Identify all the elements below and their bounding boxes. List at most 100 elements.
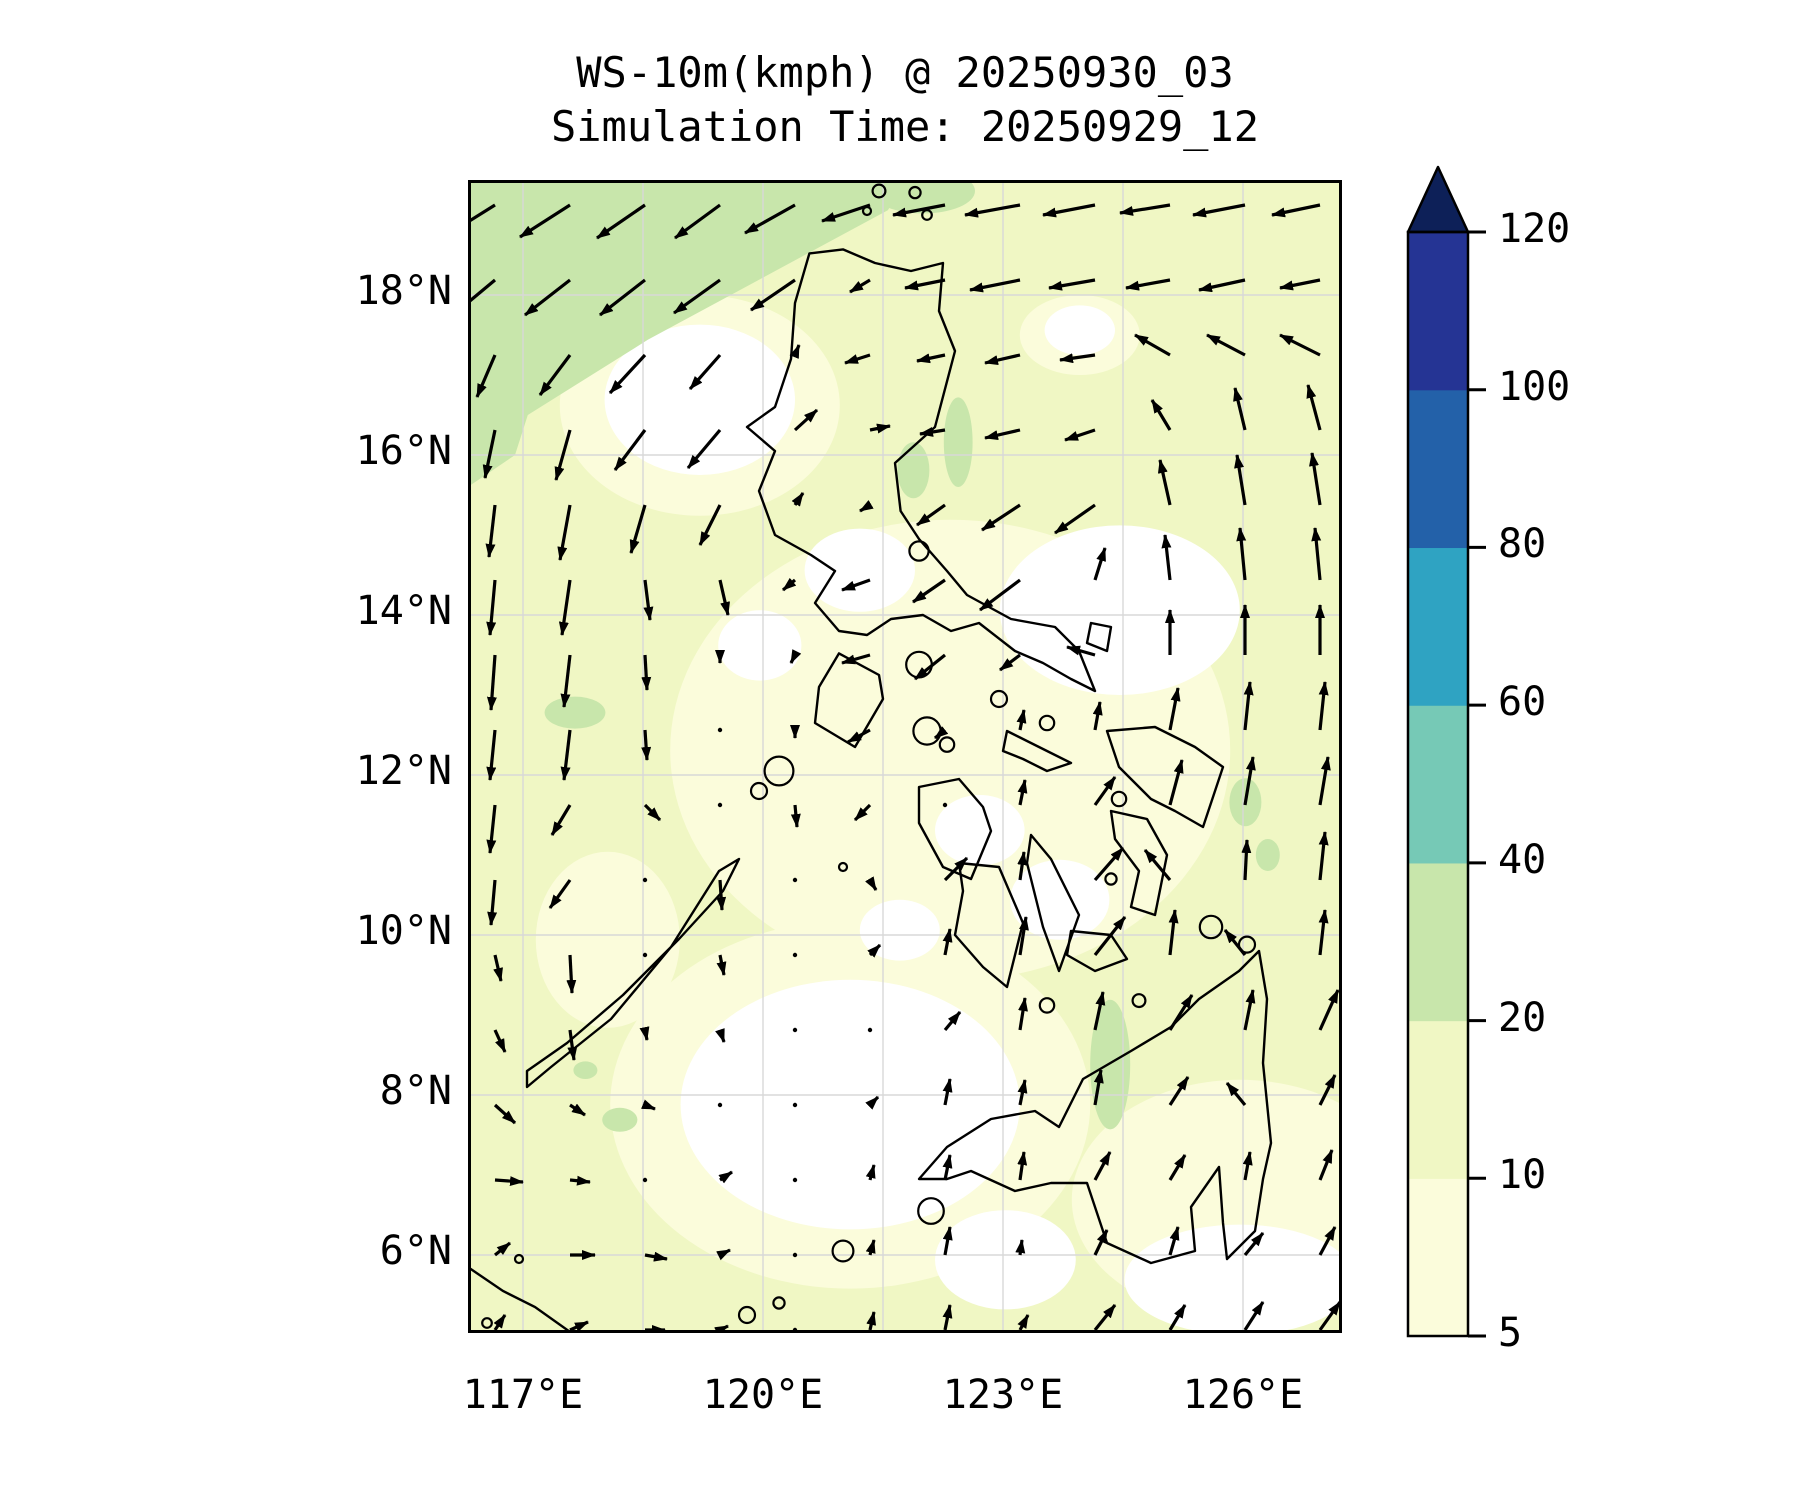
colorbar-tick-label: 10 bbox=[1498, 1152, 1547, 1199]
coastline-small-island bbox=[837, 861, 849, 873]
wind-arrow bbox=[1234, 454, 1247, 506]
wind-arrow bbox=[981, 503, 1021, 532]
wind-arrow bbox=[791, 492, 805, 507]
coastline-borneo bbox=[468, 1266, 572, 1333]
y-axis-tick-label: 8°N bbox=[379, 1068, 452, 1114]
wind-arrow-calm bbox=[792, 1102, 798, 1108]
contour-region-20-40 bbox=[943, 397, 973, 487]
coastline-small-island bbox=[1110, 790, 1128, 808]
wind-arrow bbox=[475, 354, 497, 398]
wind-arrow bbox=[718, 1170, 733, 1184]
contour-region-20-40 bbox=[1255, 839, 1280, 871]
wind-arrow bbox=[1018, 997, 1028, 1031]
wind-arrow-calm bbox=[792, 1252, 798, 1258]
coastline-small-island bbox=[749, 781, 769, 801]
wind-arrow bbox=[1271, 203, 1321, 218]
contour-region-20-40-nw bbox=[468, 180, 908, 487]
wind-arrow bbox=[494, 1241, 511, 1257]
wind-arrow bbox=[1241, 839, 1252, 881]
wind-arrow bbox=[979, 578, 1021, 612]
wind-arrow bbox=[1318, 1226, 1337, 1256]
wind-arrow bbox=[599, 278, 646, 317]
coastline-small-island bbox=[921, 209, 933, 221]
wind-arrow bbox=[943, 1010, 962, 1032]
map-border bbox=[468, 180, 1342, 1333]
wind-arrow bbox=[493, 1103, 517, 1125]
wind-arrow bbox=[1318, 1149, 1334, 1181]
wind-arrow bbox=[1306, 384, 1322, 431]
wind-arrow bbox=[550, 804, 572, 836]
wind-arrow bbox=[1168, 759, 1184, 806]
x-axis-tick-label: 120°E bbox=[702, 1372, 824, 1418]
contour-region-below-5 bbox=[1010, 859, 1110, 940]
coastline-leyte bbox=[1109, 809, 1169, 917]
contour-region-20-40 bbox=[897, 442, 930, 499]
wind-arrow bbox=[567, 1029, 578, 1061]
x-axis-tick-label: 117°E bbox=[462, 1372, 584, 1418]
wind-arrow bbox=[1168, 1076, 1190, 1106]
wind-arrow bbox=[1093, 1151, 1112, 1181]
wind-arrow bbox=[849, 278, 871, 294]
contour-region-below-5 bbox=[604, 324, 795, 475]
coastline-small-island bbox=[481, 1317, 493, 1329]
wind-arrow bbox=[1242, 1151, 1253, 1181]
wind-arrow bbox=[468, 278, 497, 305]
wind-arrow bbox=[548, 879, 572, 909]
wind-arrow bbox=[984, 353, 1021, 365]
wind-arrow bbox=[1054, 503, 1096, 535]
wind-arrow bbox=[644, 1251, 668, 1262]
colorbar-tick-label: 120 bbox=[1498, 206, 1571, 252]
y-axis-tick-label: 6°N bbox=[379, 1228, 452, 1274]
wind-arrow bbox=[560, 729, 572, 781]
contour-region-below-5 bbox=[680, 979, 1020, 1230]
wind-arrow bbox=[1318, 681, 1329, 731]
wind-arrow bbox=[821, 203, 871, 223]
map-plot-area bbox=[468, 180, 1342, 1333]
wind-arrow bbox=[639, 1026, 650, 1041]
wind-arrow bbox=[1225, 1081, 1247, 1107]
wind-arrow bbox=[1318, 909, 1329, 956]
coastline-small-island bbox=[513, 1253, 525, 1265]
wind-arrow bbox=[964, 203, 1021, 218]
coastline-small-island bbox=[1131, 993, 1147, 1009]
y-axis-tick-label: 14°N bbox=[355, 588, 452, 634]
wind-arrow bbox=[1017, 1151, 1028, 1181]
wind-arrow bbox=[1093, 846, 1125, 882]
wind-arrow bbox=[1093, 916, 1127, 956]
wind-arrow bbox=[1243, 756, 1256, 806]
wind-arrow bbox=[1093, 547, 1107, 581]
wind-arrow bbox=[1318, 831, 1329, 881]
coastline-small-island bbox=[1237, 935, 1257, 954]
wind-arrow bbox=[1017, 779, 1028, 806]
wind-arrow bbox=[1279, 278, 1321, 291]
wind-arrow bbox=[716, 879, 727, 911]
wind-arrow bbox=[524, 278, 571, 317]
wind-arrow bbox=[493, 1029, 507, 1053]
contour-region-20-40 bbox=[1090, 999, 1131, 1130]
wind-arrow bbox=[865, 876, 878, 891]
contour-region-below-5 bbox=[999, 525, 1240, 695]
wind-arrow-calm bbox=[642, 877, 648, 883]
coastline-masbate bbox=[1001, 729, 1073, 773]
wind-arrow bbox=[789, 649, 802, 664]
wind-arrow bbox=[613, 429, 647, 471]
wind-arrow bbox=[674, 203, 721, 240]
wind-arrow-calm bbox=[717, 802, 723, 808]
colorbar-tick-label: 20 bbox=[1498, 994, 1547, 1041]
wind-arrow bbox=[686, 428, 722, 470]
wind-arrow bbox=[865, 1164, 876, 1181]
wind-arrow bbox=[1243, 1231, 1265, 1257]
wind-arrow bbox=[1311, 527, 1322, 581]
wind-arrow bbox=[841, 578, 871, 592]
contour-region-below-5 bbox=[718, 610, 802, 681]
wind-arrow bbox=[781, 577, 797, 592]
wind-arrow bbox=[641, 729, 652, 761]
wind-arrow bbox=[1168, 1154, 1187, 1181]
wind-arrow bbox=[569, 1175, 591, 1186]
coastline-small-island bbox=[917, 1197, 945, 1225]
wind-arrow bbox=[844, 353, 871, 365]
wind-arrow bbox=[1243, 681, 1254, 731]
coastline-small-island bbox=[871, 183, 887, 199]
coastline-luzon bbox=[745, 248, 1097, 693]
